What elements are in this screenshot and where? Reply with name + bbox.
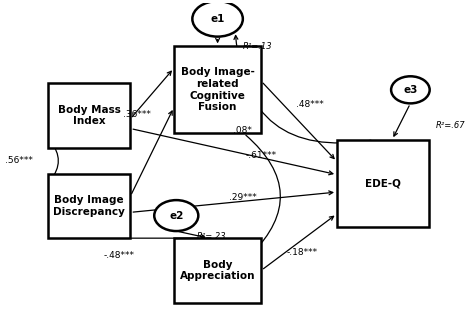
Text: Body
Appreciation: Body Appreciation [180,259,255,281]
Circle shape [154,200,198,231]
Text: .08*: .08* [233,126,252,134]
Text: e2: e2 [169,211,183,221]
Text: .48***: .48*** [295,100,323,109]
FancyBboxPatch shape [174,46,261,133]
Text: -.48***: -.48*** [103,251,135,260]
Text: .29***: .29*** [229,194,257,202]
FancyBboxPatch shape [174,238,261,303]
Circle shape [192,1,243,37]
Text: -.18***: -.18*** [287,248,318,257]
Text: Body Image-
related
Cognitive
Fusion: Body Image- related Cognitive Fusion [181,68,255,112]
Text: e3: e3 [403,85,418,95]
Text: R²=.67: R²=.67 [436,121,465,130]
Text: -.61***: -.61*** [246,152,277,160]
Text: R²=.23: R²=.23 [197,232,227,241]
FancyBboxPatch shape [48,174,130,238]
Text: Body Image
Discrepancy: Body Image Discrepancy [53,195,125,217]
Text: .36***: .36*** [123,110,151,118]
Text: EDE-Q: EDE-Q [365,178,401,188]
Text: .56***: .56*** [5,156,33,165]
Text: R²=.13: R²=.13 [243,42,273,51]
FancyBboxPatch shape [48,83,130,148]
Circle shape [391,76,429,103]
FancyBboxPatch shape [337,140,429,227]
Text: Body Mass
Index: Body Mass Index [58,105,120,126]
Text: e1: e1 [210,14,225,24]
